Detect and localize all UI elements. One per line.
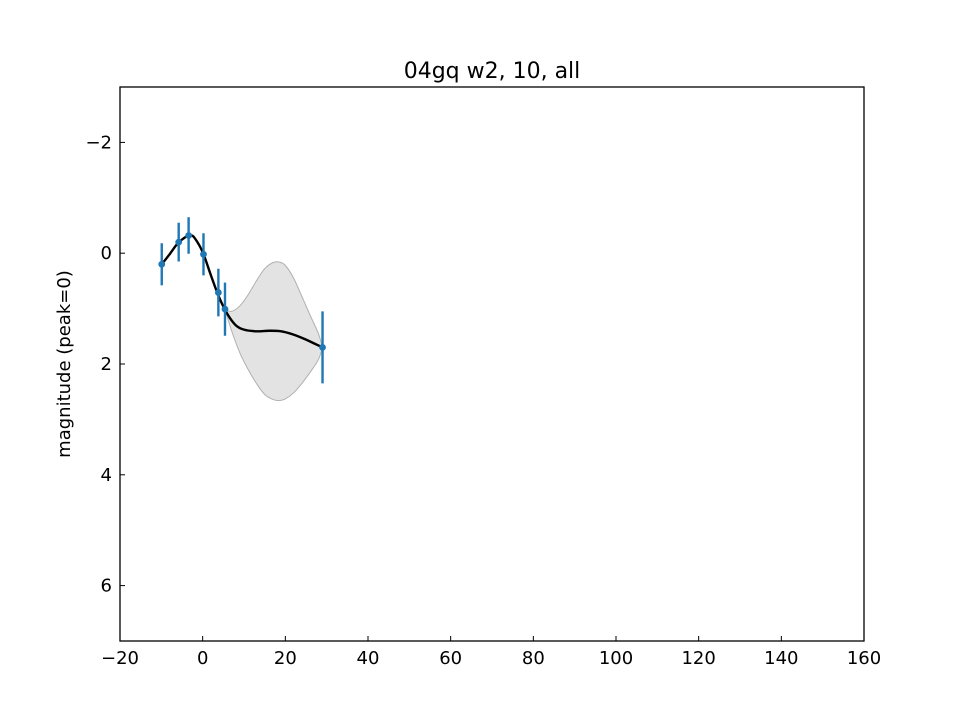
x-tick-label: 140 bbox=[764, 648, 798, 669]
y-tick-label: 6 bbox=[101, 576, 112, 597]
chart-title: 04gq w2, 10, all bbox=[404, 59, 581, 84]
data-point bbox=[221, 305, 229, 313]
data-point bbox=[319, 343, 326, 351]
data-point bbox=[175, 238, 183, 246]
x-tick-label: 80 bbox=[522, 648, 545, 669]
y-tick-label: 4 bbox=[101, 465, 112, 486]
x-tick-label: 40 bbox=[357, 648, 380, 669]
y-tick-label: 0 bbox=[101, 243, 112, 264]
y-axis-label: magnitude (peak=0) bbox=[54, 270, 75, 458]
x-tick-label: 160 bbox=[847, 648, 881, 669]
x-tick-label: 0 bbox=[197, 648, 208, 669]
y-tick-label: −2 bbox=[85, 132, 112, 153]
plot-frame bbox=[119, 86, 865, 642]
x-tick-label: −20 bbox=[101, 648, 139, 669]
data-point bbox=[185, 232, 193, 239]
x-tick-label: 100 bbox=[599, 648, 633, 669]
data-point bbox=[214, 289, 222, 296]
x-tick-label: 20 bbox=[274, 648, 297, 669]
x-tick-label: 120 bbox=[681, 648, 715, 669]
y-tick-label: 2 bbox=[101, 354, 112, 375]
data-point bbox=[200, 250, 207, 258]
x-tick-label: 60 bbox=[439, 648, 462, 669]
plot-area bbox=[158, 217, 326, 402]
data-point bbox=[158, 260, 166, 268]
